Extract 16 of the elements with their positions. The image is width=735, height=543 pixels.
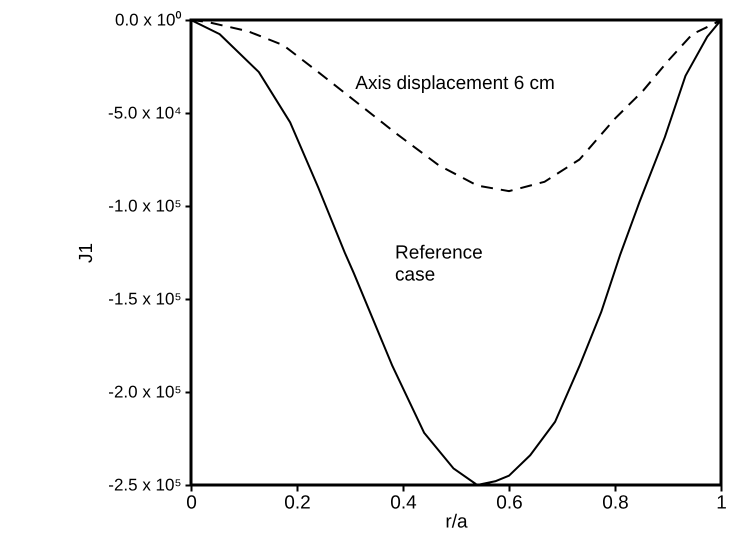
x-tick-label: 0.8 [602,492,629,514]
y-tick-label: -2.5 x 10⁵ [108,476,182,494]
y-axis-title: J1 [76,242,98,264]
y-tick-label: 0.0 x 10⁰ [115,10,182,30]
y-tick-label: -1.0 x 10⁵ [108,196,182,216]
y-tick-label: -5.0 x 10⁴ [108,104,182,122]
series-label: Reference case [395,242,483,286]
series-label: Axis displacement 6 cm [355,72,555,94]
x-tick-label: 0.4 [390,492,418,514]
y-tick-label: -2.0 x 10⁵ [108,382,182,402]
x-tick-label: 0.6 [496,492,523,514]
x-tick-label: 0 [186,492,197,514]
y-tick-label: -1.5 x 10⁵ [108,290,182,308]
x-axis-title: r/a [445,512,468,532]
x-tick-label: 0.2 [284,492,311,514]
x-tick-label: 1 [716,492,727,514]
